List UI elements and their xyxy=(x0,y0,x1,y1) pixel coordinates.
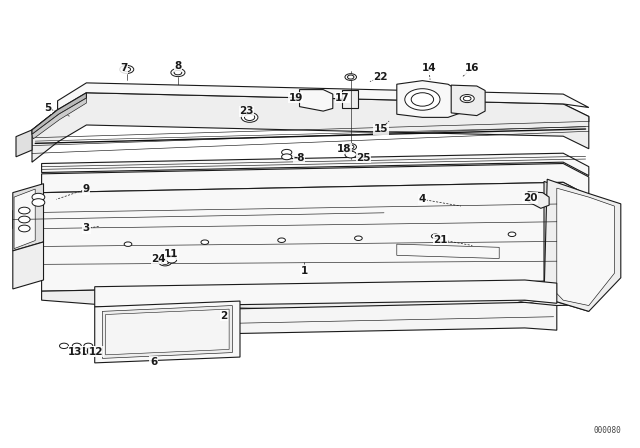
Text: 4: 4 xyxy=(419,194,426,204)
Polygon shape xyxy=(342,90,358,108)
Text: 23: 23 xyxy=(239,106,253,116)
Text: 10: 10 xyxy=(80,347,94,357)
Text: 11: 11 xyxy=(164,250,179,259)
Text: 20: 20 xyxy=(523,193,537,203)
Polygon shape xyxy=(528,192,549,208)
Ellipse shape xyxy=(32,193,45,201)
Ellipse shape xyxy=(345,143,356,151)
Polygon shape xyxy=(32,98,86,139)
Ellipse shape xyxy=(460,95,474,103)
Text: 17: 17 xyxy=(335,93,349,103)
Ellipse shape xyxy=(19,216,30,223)
Text: 6: 6 xyxy=(150,357,157,367)
Polygon shape xyxy=(106,309,229,355)
Polygon shape xyxy=(42,153,589,176)
Polygon shape xyxy=(13,204,384,228)
Polygon shape xyxy=(13,184,44,251)
Ellipse shape xyxy=(431,234,439,238)
Text: 24: 24 xyxy=(152,254,166,264)
Polygon shape xyxy=(451,85,485,116)
Ellipse shape xyxy=(72,343,81,349)
Text: 5: 5 xyxy=(44,103,52,113)
Text: 16: 16 xyxy=(465,63,479,73)
Ellipse shape xyxy=(161,260,169,264)
Text: 2: 2 xyxy=(220,311,228,321)
Text: -8: -8 xyxy=(293,153,305,163)
Polygon shape xyxy=(32,93,589,135)
Text: 19: 19 xyxy=(289,93,303,103)
Ellipse shape xyxy=(241,112,258,122)
Polygon shape xyxy=(13,242,44,289)
Text: 15: 15 xyxy=(374,124,388,134)
Text: 7: 7 xyxy=(120,63,127,73)
Ellipse shape xyxy=(282,149,292,155)
Polygon shape xyxy=(16,130,32,157)
Polygon shape xyxy=(128,281,563,314)
Text: 8: 8 xyxy=(174,61,182,71)
Ellipse shape xyxy=(348,75,354,79)
Ellipse shape xyxy=(244,114,255,121)
Text: 25: 25 xyxy=(356,153,371,163)
Ellipse shape xyxy=(84,343,93,349)
Ellipse shape xyxy=(405,89,440,110)
Text: 9: 9 xyxy=(83,184,90,194)
Polygon shape xyxy=(58,83,589,110)
Text: 21: 21 xyxy=(433,235,447,245)
Polygon shape xyxy=(32,93,589,162)
Polygon shape xyxy=(42,281,589,310)
Text: 000080: 000080 xyxy=(593,426,621,435)
Ellipse shape xyxy=(159,258,172,266)
Polygon shape xyxy=(544,181,589,311)
Ellipse shape xyxy=(348,145,354,149)
Polygon shape xyxy=(42,182,589,294)
Text: 18: 18 xyxy=(337,144,351,154)
Ellipse shape xyxy=(171,69,185,77)
Polygon shape xyxy=(102,306,232,358)
Text: 3: 3 xyxy=(83,224,90,233)
Text: 13: 13 xyxy=(68,347,83,357)
Polygon shape xyxy=(300,90,333,111)
Text: 12: 12 xyxy=(89,347,103,357)
Ellipse shape xyxy=(166,257,177,263)
Ellipse shape xyxy=(345,73,356,81)
Ellipse shape xyxy=(19,207,30,214)
Text: 22: 22 xyxy=(374,72,388,82)
Ellipse shape xyxy=(174,70,182,75)
Polygon shape xyxy=(544,179,621,311)
Polygon shape xyxy=(42,164,589,196)
Polygon shape xyxy=(14,189,35,249)
Ellipse shape xyxy=(123,67,131,72)
Ellipse shape xyxy=(345,151,356,158)
Ellipse shape xyxy=(355,236,362,241)
Polygon shape xyxy=(32,93,86,134)
Ellipse shape xyxy=(412,93,434,106)
Polygon shape xyxy=(95,280,557,307)
Ellipse shape xyxy=(201,240,209,245)
Ellipse shape xyxy=(463,96,471,101)
Ellipse shape xyxy=(19,225,30,232)
Text: 1: 1 xyxy=(300,266,308,276)
Ellipse shape xyxy=(282,154,292,159)
Ellipse shape xyxy=(508,232,516,237)
Polygon shape xyxy=(397,244,499,258)
Polygon shape xyxy=(224,302,557,334)
Polygon shape xyxy=(397,81,461,117)
Ellipse shape xyxy=(124,242,132,246)
Ellipse shape xyxy=(278,238,285,242)
Text: 14: 14 xyxy=(422,63,436,73)
Polygon shape xyxy=(95,301,240,363)
Ellipse shape xyxy=(60,343,68,349)
Ellipse shape xyxy=(120,65,134,73)
Ellipse shape xyxy=(32,198,45,206)
Polygon shape xyxy=(557,188,614,306)
